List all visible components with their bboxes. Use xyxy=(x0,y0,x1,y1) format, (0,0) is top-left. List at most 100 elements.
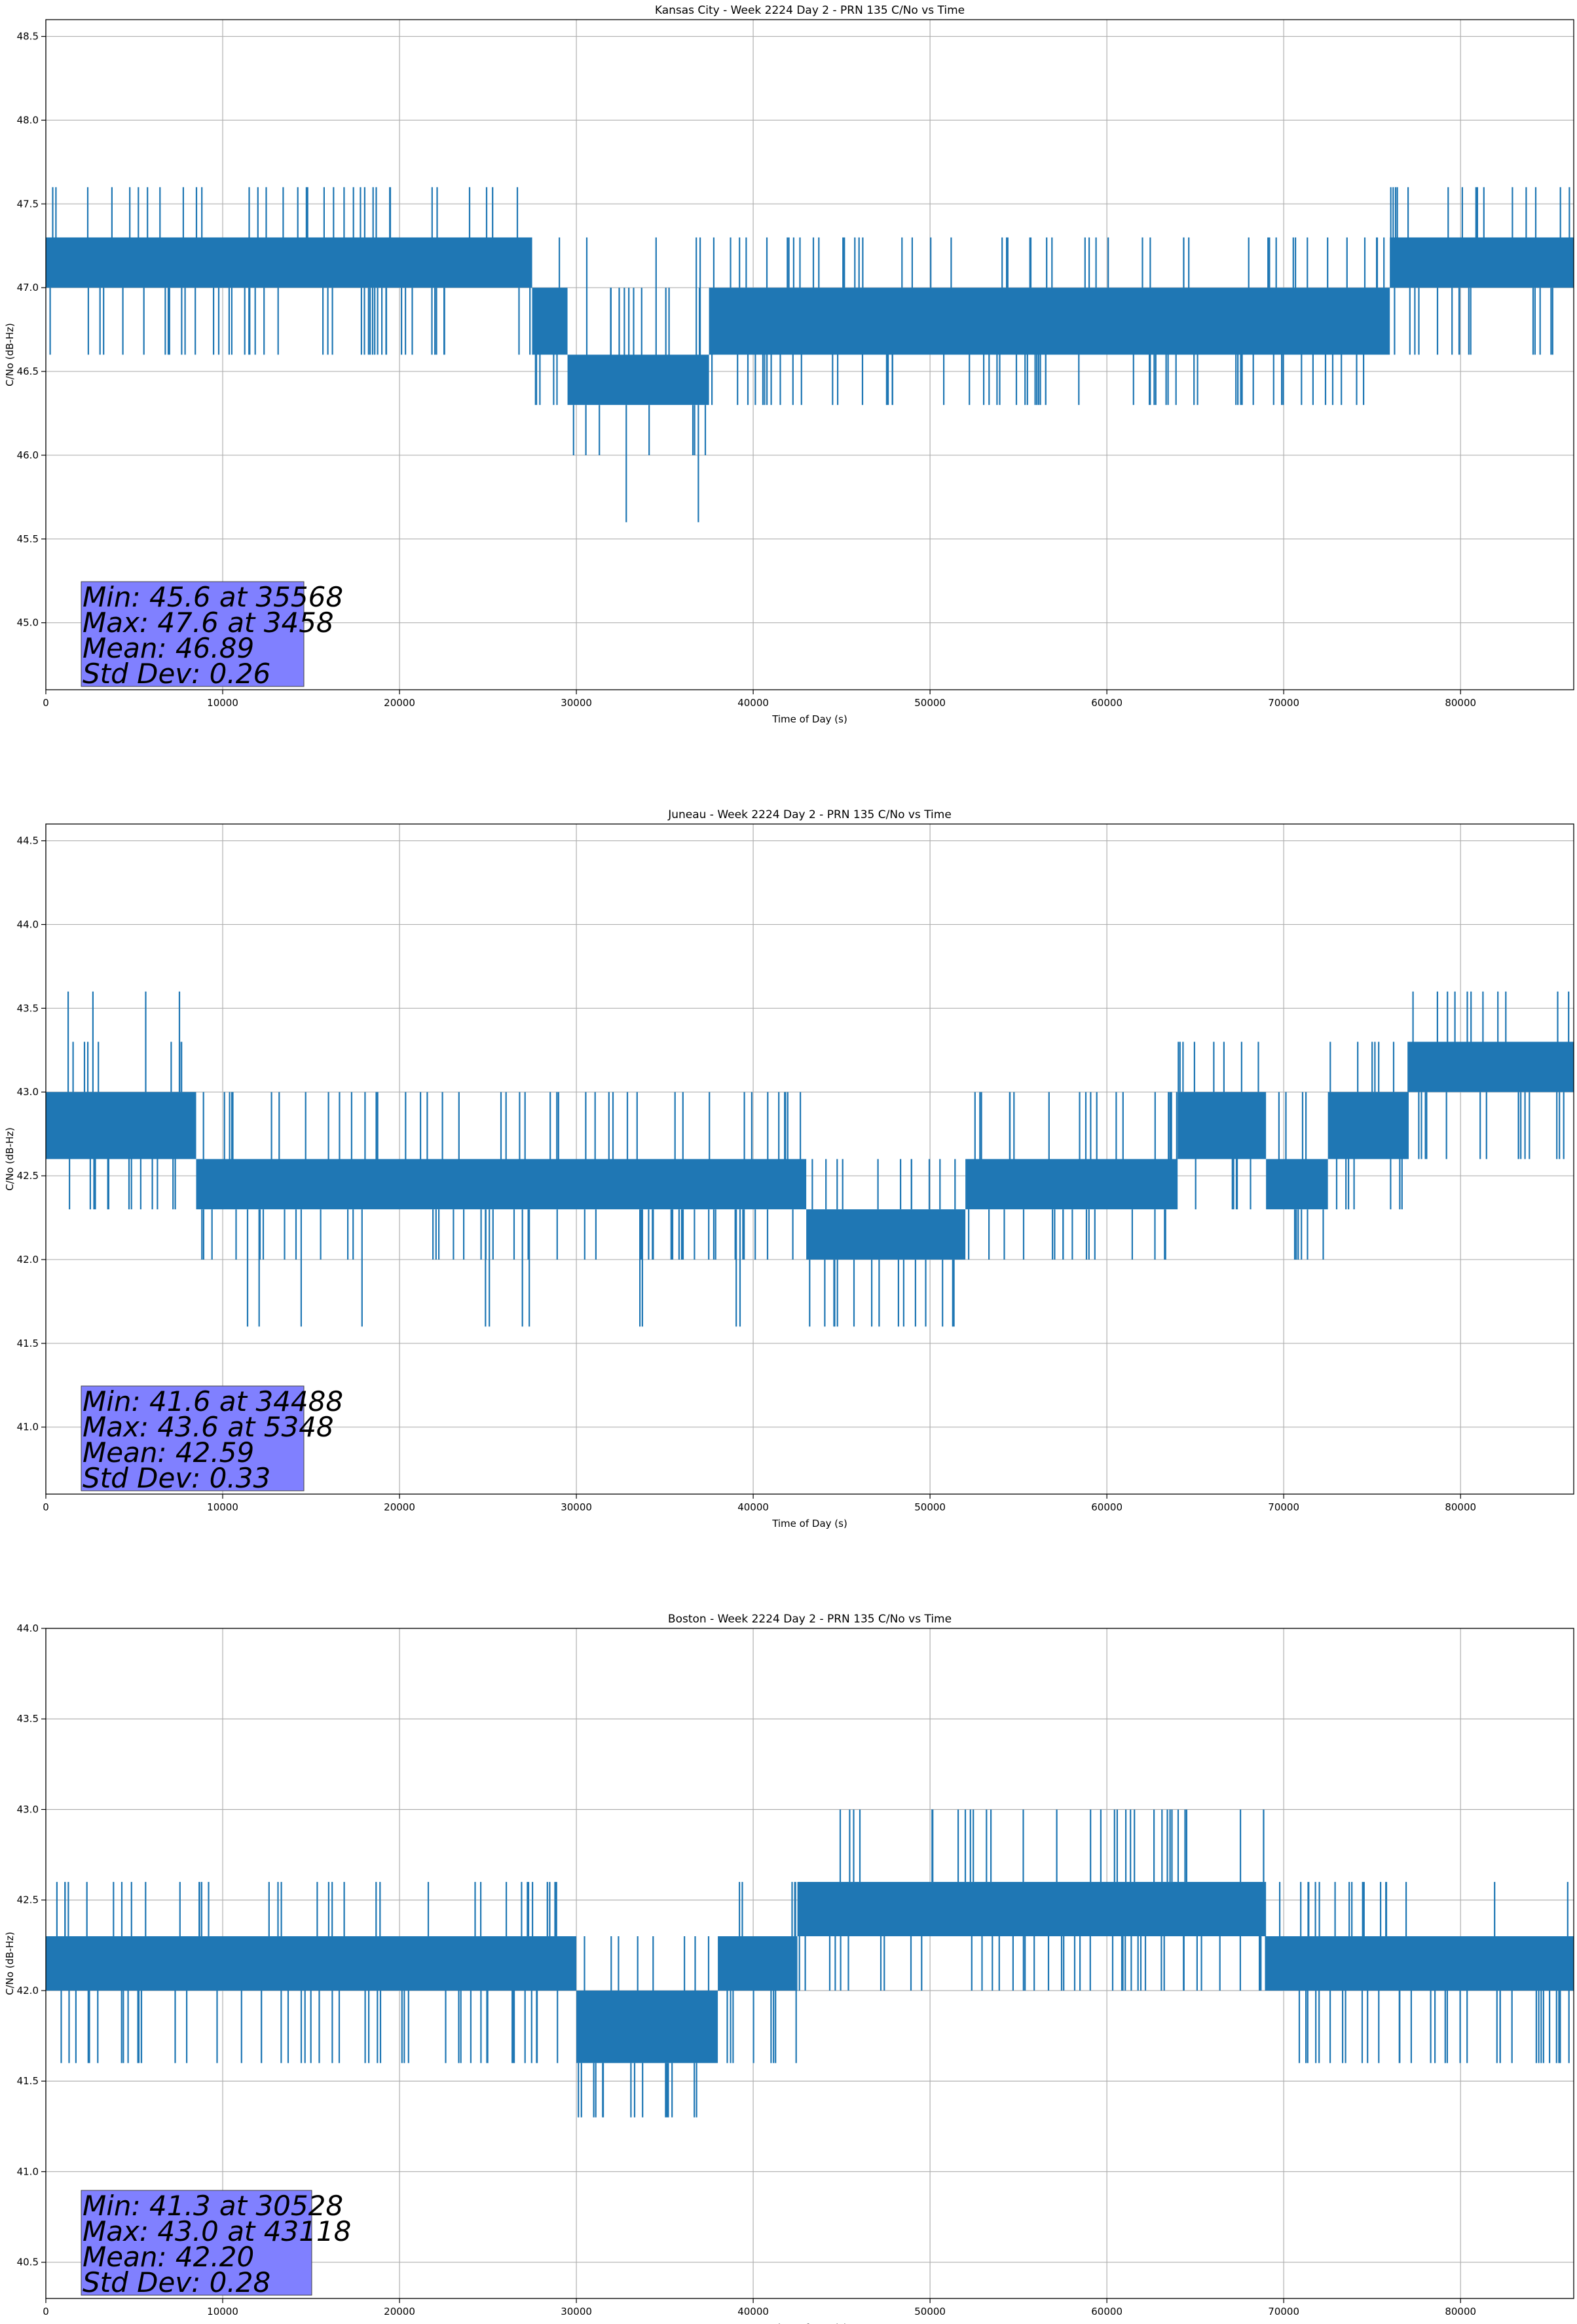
kansas-city-excursions xyxy=(711,237,1385,405)
boston-title: Boston - Week 2224 Day 2 - PRN 135 C/No … xyxy=(668,1613,952,1626)
boston-stat-line: Max: 43.0 at 43118 xyxy=(83,2215,351,2247)
juneau-y-tick-label: 41.5 xyxy=(17,1338,39,1349)
juneau-y-tick-label: 42.5 xyxy=(17,1170,39,1182)
boston-y-tick-label: 44.0 xyxy=(17,1622,39,1634)
juneau-band xyxy=(1178,1092,1267,1159)
kansas-city-title: Kansas City - Week 2224 Day 2 - PRN 135 … xyxy=(655,4,965,17)
boston-stat-line: Min: 41.3 at 30528 xyxy=(83,2190,343,2222)
kansas-city-x-tick-label: 20000 xyxy=(384,697,415,709)
juneau-x-axis-label: Time of Day (s) xyxy=(771,1518,847,1529)
kansas-city-y-tick-label: 48.5 xyxy=(17,31,39,43)
kansas-city-chart: 0 10000 20000 30000 40000 50000 60000 70000 8000… xyxy=(4,4,1574,725)
kansas-city-y-tick-label: 46.5 xyxy=(17,365,39,377)
juneau-excursions xyxy=(1178,1041,1259,1210)
boston-y-tick-label: 42.5 xyxy=(17,1894,39,1906)
kansas-city-y-tick-label: 47.0 xyxy=(17,282,39,293)
boston-x-tick-label: 70000 xyxy=(1268,2306,1299,2317)
kansas-city-x-tick-label: 80000 xyxy=(1445,697,1476,709)
boston-x-tick-label: 80000 xyxy=(1445,2306,1476,2317)
boston-y-tick-label: 41.5 xyxy=(17,2075,39,2087)
kansas-city-stats-box xyxy=(81,581,305,687)
kansas-city-x-tick-label: 40000 xyxy=(737,697,769,709)
juneau-x-tick-label: 40000 xyxy=(737,1501,769,1513)
juneau-x-tick-label: 30000 xyxy=(561,1501,592,1513)
juneau-excursions xyxy=(809,1159,956,1327)
kansas-city-y-tick-label: 48.0 xyxy=(17,114,39,126)
juneau-band xyxy=(965,1159,1178,1210)
juneau-y-tick-label: 41.0 xyxy=(17,1421,39,1433)
juneau-excursions xyxy=(968,1092,1178,1260)
boston-band xyxy=(797,1882,1267,1937)
boston-x-axis-label: Time of Day (s) xyxy=(771,2322,847,2324)
boston-y-tick-label: 43.0 xyxy=(17,1803,39,1815)
boston-excursions xyxy=(1279,1882,1570,2063)
boston-band xyxy=(576,1990,718,2063)
kansas-city-series-line xyxy=(46,187,1574,523)
kansas-city-x-axis-label: Time of Day (s) xyxy=(771,713,847,725)
boston-excursions xyxy=(798,1809,1267,1991)
juneau-band xyxy=(1327,1092,1408,1159)
juneau-stat-line: Mean: 42.59 xyxy=(83,1436,254,1469)
boston-y-axis-label: C/No (dB-Hz) xyxy=(4,1932,16,1995)
kansas-city-x-tick-label: 60000 xyxy=(1091,697,1122,709)
kansas-city-band xyxy=(567,354,709,405)
kansas-city-x-tick-label: 0 xyxy=(43,697,49,709)
boston-y-tick-label: 42.0 xyxy=(17,1985,39,1996)
juneau-x-tick-label: 70000 xyxy=(1268,1501,1299,1513)
boston-x-tick-label: 50000 xyxy=(914,2306,946,2317)
juneau-excursions xyxy=(1407,991,1570,1159)
boston-stat-line: Mean: 42.20 xyxy=(83,2241,254,2273)
boston-x-tick-label: 10000 xyxy=(207,2306,238,2317)
boston-excursions xyxy=(56,1882,559,2063)
juneau-axes-frame xyxy=(45,823,1574,1495)
kansas-city-y-tick-label: 47.5 xyxy=(17,198,39,210)
kansas-city-x-tick-label: 10000 xyxy=(207,697,238,709)
juneau-stat-line: Max: 43.6 at 5348 xyxy=(83,1411,334,1443)
boston-y-tick-label: 43.5 xyxy=(17,1713,39,1725)
juneau-band xyxy=(196,1159,807,1210)
kansas-city-y-tick-label: 45.5 xyxy=(17,533,39,545)
juneau-series-line xyxy=(46,991,1574,1327)
kansas-city-x-tick-label: 70000 xyxy=(1268,697,1299,709)
kansas-city-stat-line: Mean: 46.89 xyxy=(83,632,254,664)
kansas-city-stat-line: Max: 47.6 at 3458 xyxy=(83,607,334,639)
juneau-x-tick-label: 80000 xyxy=(1445,1501,1476,1513)
boston-y-tick-label: 40.5 xyxy=(17,2257,39,2268)
boston-band xyxy=(1266,1936,1574,1991)
boston-x-tick-label: 0 xyxy=(43,2306,49,2317)
boston-series-line xyxy=(46,1809,1574,2118)
boston-x-tick-label: 20000 xyxy=(384,2306,415,2317)
juneau-excursions xyxy=(67,991,183,1210)
juneau-excursions xyxy=(201,1092,802,1327)
boston-x-tick-label: 40000 xyxy=(737,2306,769,2317)
juneau-y-tick-label: 44.5 xyxy=(17,835,39,847)
juneau-band xyxy=(46,1092,196,1159)
kansas-city-excursions xyxy=(49,187,531,355)
boston-stat-line: Std Dev: 0.28 xyxy=(83,2266,270,2298)
boston-band xyxy=(46,1936,577,1991)
kansas-city-y-tick-label: 46.0 xyxy=(17,449,39,461)
juneau-band xyxy=(1266,1159,1328,1210)
juneau-x-tick-label: 60000 xyxy=(1091,1501,1122,1513)
boston-excursions xyxy=(726,1882,797,2063)
juneau-x-tick-label: 10000 xyxy=(207,1501,238,1513)
juneau-x-tick-label: 50000 xyxy=(914,1501,946,1513)
boston-y-tick-label: 41.0 xyxy=(17,2165,39,2177)
kansas-city-band xyxy=(1390,237,1574,288)
kansas-city-band xyxy=(709,288,1390,355)
juneau-band xyxy=(806,1209,966,1260)
juneau-stats-box xyxy=(81,1385,305,1491)
juneau-stat-line: Min: 41.6 at 34488 xyxy=(83,1385,343,1417)
juneau-band xyxy=(1407,1041,1574,1093)
juneau-title: Juneau - Week 2224 Day 2 - PRN 135 C/No … xyxy=(667,808,952,821)
kansas-city-band xyxy=(46,237,532,288)
kansas-city-stat-line: Std Dev: 0.26 xyxy=(83,658,270,690)
kansas-city-x-tick-label: 50000 xyxy=(914,697,946,709)
kansas-city-stat-line: Min: 45.6 at 35568 xyxy=(83,581,343,613)
boston-band xyxy=(718,1936,798,1991)
juneau-x-tick-label: 20000 xyxy=(384,1501,415,1513)
juneau-stat-line: Std Dev: 0.33 xyxy=(83,1462,270,1494)
juneau-y-tick-label: 44.0 xyxy=(17,918,39,930)
boston-x-tick-label: 30000 xyxy=(561,2306,592,2317)
